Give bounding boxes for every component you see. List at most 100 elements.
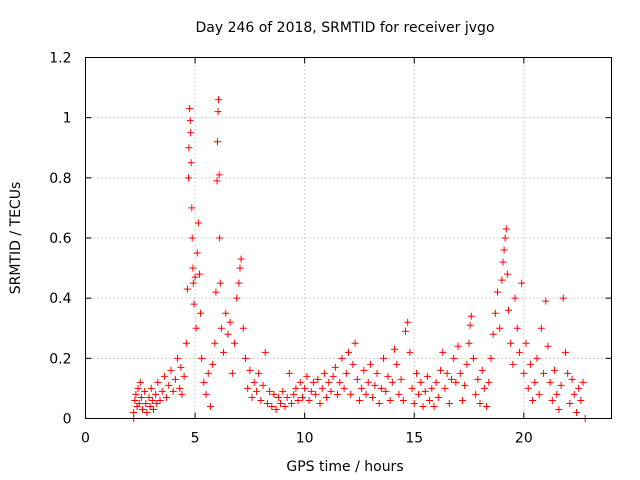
data-point	[246, 366, 254, 374]
data-point	[466, 321, 474, 329]
data-point	[222, 309, 230, 317]
data-point	[294, 396, 302, 404]
data-point	[487, 354, 495, 362]
data-point	[244, 384, 252, 392]
data-point	[314, 375, 322, 383]
data-point	[182, 339, 190, 347]
data-point	[190, 300, 198, 308]
data-point	[187, 159, 195, 167]
data-point	[189, 279, 197, 287]
data-point	[467, 312, 475, 320]
data-point	[136, 378, 144, 386]
data-point	[399, 396, 407, 404]
data-point	[152, 390, 160, 398]
data-point	[494, 288, 502, 296]
data-point	[542, 297, 550, 305]
x-tick-labels: 0 5 10 15 20	[81, 431, 533, 447]
data-point	[281, 402, 289, 410]
y-tick-label: 0.8	[49, 171, 71, 187]
data-point	[526, 360, 534, 368]
data-point	[200, 378, 208, 386]
data-point	[454, 342, 462, 350]
data-point	[393, 360, 401, 368]
data-point	[185, 174, 193, 182]
data-point	[426, 396, 434, 404]
data-point	[375, 399, 383, 407]
data-point	[544, 342, 552, 350]
data-point	[546, 378, 554, 386]
data-point	[198, 354, 206, 362]
data-point	[186, 117, 194, 125]
data-point	[183, 285, 191, 293]
y-tick-label: 1	[63, 111, 72, 127]
data-point	[197, 309, 205, 317]
data-point	[206, 402, 214, 410]
data-point	[212, 288, 220, 296]
data-point	[135, 399, 143, 407]
data-point	[540, 369, 548, 377]
data-point	[296, 378, 304, 386]
data-point	[377, 384, 385, 392]
data-point	[180, 372, 188, 380]
data-point	[220, 348, 228, 356]
data-point	[185, 144, 193, 152]
data-point	[158, 387, 166, 395]
data-point	[421, 387, 429, 395]
data-point	[163, 393, 171, 401]
data-point	[303, 372, 311, 380]
y-axis-label: SRMTID / TECUs	[8, 182, 24, 295]
data-point	[511, 294, 519, 302]
data-point	[142, 399, 150, 407]
data-point	[472, 390, 480, 398]
data-point	[268, 402, 276, 410]
x-axis-label: GPS time / hours	[286, 459, 403, 475]
data-point	[366, 360, 374, 368]
data-point	[316, 399, 324, 407]
data-point	[331, 363, 339, 371]
data-point	[252, 387, 260, 395]
data-point	[395, 390, 403, 398]
data-point	[226, 318, 234, 326]
data-point	[504, 306, 512, 314]
data-point	[412, 369, 420, 377]
data-point	[131, 396, 139, 404]
data-point	[248, 393, 256, 401]
data-point	[217, 324, 225, 332]
data-point	[553, 390, 561, 398]
data-point	[318, 384, 326, 392]
data-point	[432, 378, 440, 386]
data-point	[195, 270, 203, 278]
data-point	[213, 138, 221, 146]
data-point	[351, 339, 359, 347]
data-point	[178, 390, 186, 398]
data-point	[496, 324, 504, 332]
data-point	[529, 396, 537, 404]
data-point	[274, 393, 282, 401]
data-point	[272, 405, 280, 413]
data-point	[237, 255, 245, 263]
data-point	[448, 375, 456, 383]
data-point	[177, 363, 185, 371]
data-point	[559, 294, 567, 302]
data-point	[188, 234, 196, 242]
data-point	[224, 330, 232, 338]
y-tick-labels: 0 0.2 0.4 0.6 0.8 1 1.2	[49, 51, 71, 428]
data-point	[364, 378, 372, 386]
data-point	[211, 339, 219, 347]
data-point	[483, 402, 491, 410]
data-point	[329, 372, 337, 380]
y-tick-label: 1.2	[49, 51, 71, 67]
data-point	[355, 396, 363, 404]
data-point	[137, 393, 145, 401]
data-point	[277, 399, 285, 407]
data-point	[228, 369, 236, 377]
data-point	[498, 276, 506, 284]
data-point	[535, 390, 543, 398]
data-point	[165, 381, 173, 389]
data-point	[434, 393, 442, 401]
data-point	[557, 381, 565, 389]
data-point	[476, 399, 484, 407]
data-point	[478, 366, 486, 374]
data-point	[551, 366, 559, 374]
data-point	[489, 330, 497, 338]
